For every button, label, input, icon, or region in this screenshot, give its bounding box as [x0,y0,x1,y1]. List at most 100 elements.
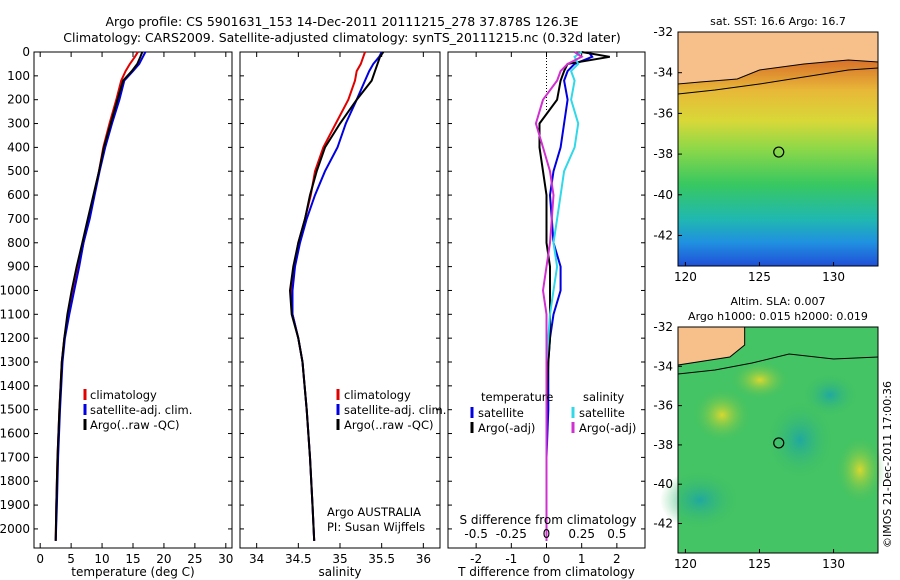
legend-label: satellite-adj. clim. [90,403,192,417]
y-tick-label: 1100 [0,307,30,321]
x-tick-label: 15 [125,552,140,566]
legend-label: Argo(..raw -QC) [344,418,434,432]
y-tick-label: 1300 [0,355,30,369]
x-tick-label: 0 [36,552,44,566]
x-axis-label: salinity [318,565,361,579]
y-tick-label: 200 [7,93,30,107]
y-tick-label: 1000 [0,283,30,297]
x-tick-label: 0 [543,552,551,566]
series-line-magenta [534,51,584,541]
x-axis-label: T difference from climatology [457,565,635,579]
sla-anomaly [660,470,740,530]
argo-location-marker [773,437,785,449]
y-tick-label: -36 [653,106,673,120]
legend-label: satellite [579,406,625,420]
depth-contour [677,353,879,375]
x-tick-label: 2 [613,552,621,566]
x-tick-label: 120 [674,270,697,284]
legend-label: Argo(-adj) [478,421,535,435]
legend-label: climatology [90,388,157,402]
legend-label: Argo(..raw -QC) [90,418,180,432]
legend-label: satellite-adj. clim. [344,403,446,417]
y-tick-label: 1900 [0,498,30,512]
y-tick-label: -40 [653,477,673,491]
x-tick-label: 35 [332,552,347,566]
x-tick-label: 125 [748,557,771,571]
y-tick-label: 900 [7,260,30,274]
y-tick-label: 1700 [0,450,30,464]
map-frame [677,31,879,267]
y-tick-label: -42 [653,517,673,531]
y-tick-label: 400 [7,140,30,154]
legend-title-salinity: salinity [583,390,624,404]
s-tick-label: 0 [543,527,551,541]
depth-contour [677,67,879,95]
title-line2: Climatology: CARS2009. Satellite-adjuste… [63,30,620,45]
y-tick-label: 700 [7,212,30,226]
y-tick-label: 1600 [0,427,30,441]
y-tick-label: -34 [653,66,673,80]
y-tick-label: 800 [7,236,30,250]
watermark: ©IMOS 21-Dec-2011 17:00:36 [881,381,894,548]
x-tick-label: 35.5 [368,552,395,566]
legend-label: Argo(-adj) [579,421,636,435]
x-tick-label: 120 [674,557,697,571]
map-subtitle: Argo h1000: 0.015 h2000: 0.019 [688,310,868,323]
y-tick-label: 1400 [0,379,30,393]
y-tick-label: 100 [7,69,30,83]
x-tick-label: 34.5 [285,552,312,566]
title-line1: Argo profile: CS 5901631_153 14-Dec-2011… [105,14,578,29]
map-title: sat. SST: 16.6 Argo: 16.7 [710,15,846,28]
sla-anomaly [730,360,790,400]
y-tick-label: 1500 [0,403,30,417]
x-tick-label: -1 [505,552,517,566]
y-tick-label: -40 [653,188,673,202]
salinity-panel: 34 34.5 35 35.5 36 salinity climatologysatelli… [239,51,446,579]
sst-map-panel: 120 125 130 -32 -34 -36 -38 -40 -42 sat. SST: 16.… [653,15,879,284]
temperature-panel: 0 5 10 15 20 25 30 temperature (deg C) 0 100 200 30… [0,45,233,579]
annotation-line1: Argo AUSTRALIA [327,505,421,519]
y-tick-label: -36 [653,399,673,413]
x-tick-label: 30 [218,552,233,566]
annotation-line2: PI: Susan Wijffels [327,520,425,534]
plot-frame [239,51,441,549]
y-tick-label: 300 [7,117,30,131]
sla-anomaly [692,387,752,443]
series-line-black [288,51,385,541]
difference-panel: -2 -1 0 1 2T difference from climatology -0.5… [447,51,646,579]
y-tick-label: 1800 [0,474,30,488]
s-tick-label: -0.25 [496,527,527,541]
x-tick-label: 130 [822,270,845,284]
plot-frame [33,51,233,549]
s-tick-label: 0.25 [568,527,595,541]
x-tick-label: 25 [187,552,202,566]
s-tick-label: 0.5 [607,527,626,541]
y-tick-label: 600 [7,188,30,202]
y-tick-label: -42 [653,228,673,242]
sla-anomaly [802,373,858,417]
series-line-black [54,51,144,541]
legend-label: satellite [478,406,524,420]
s-axis-label: S difference from climatology [460,513,637,527]
map-title: Altim. SLA: 0.007 [730,295,825,308]
argo-location-marker [773,146,785,158]
y-tick-label: 500 [7,164,30,178]
y-tick-label: -38 [653,438,673,452]
sla-anomaly [766,400,834,480]
x-tick-label: -2 [470,552,482,566]
x-tick-label: 20 [156,552,171,566]
legend-label: climatology [344,388,411,402]
x-tick-label: 34 [249,552,264,566]
y-tick-label: -38 [653,147,673,161]
x-axis-label: temperature (deg C) [71,565,194,579]
x-tick-label: 1 [578,552,586,566]
x-tick-label: 5 [67,552,75,566]
x-tick-label: 125 [748,270,771,284]
y-tick-label: 1200 [0,331,30,345]
y-tick-label: -32 [653,25,673,39]
s-tick-label: -0.5 [464,527,487,541]
y-tick-label: 0 [22,45,30,59]
legend-title-temperature: temperature [481,390,553,404]
map-frame [677,326,879,554]
